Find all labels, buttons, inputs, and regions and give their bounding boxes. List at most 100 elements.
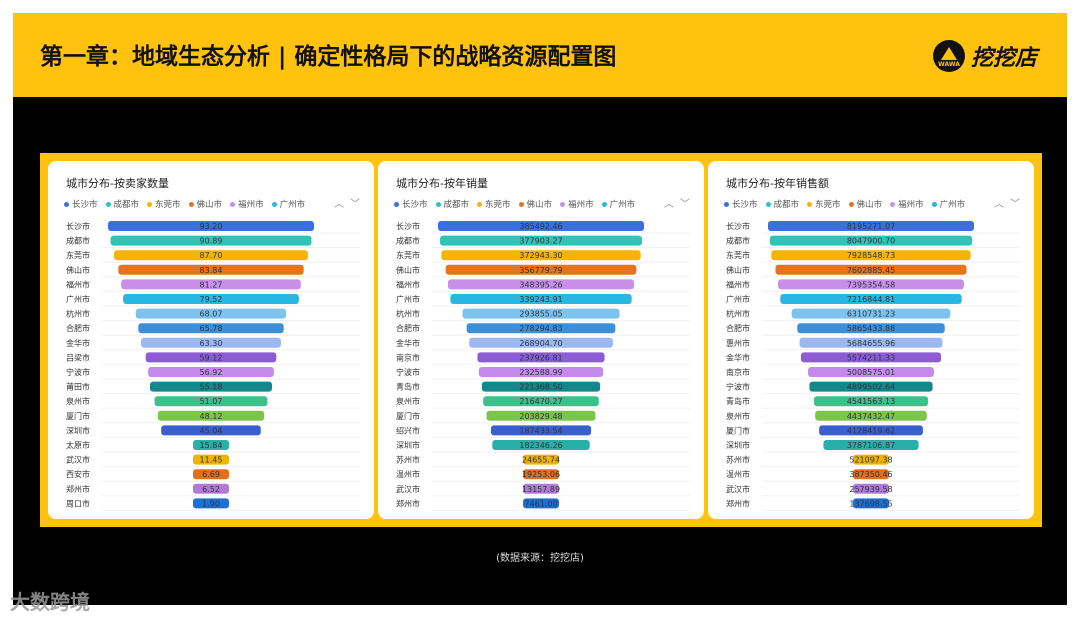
- legend-next-button[interactable]: ﹀: [1010, 199, 1020, 210]
- bar[interactable]: [438, 221, 644, 231]
- bar[interactable]: [193, 498, 229, 509]
- category-label: 金华市: [396, 338, 420, 348]
- bar[interactable]: [481, 381, 601, 392]
- legend-item[interactable]: 成都市: [105, 198, 139, 210]
- legend-item[interactable]: 佛山市: [188, 198, 222, 210]
- legend-nav: ︿ ﹀: [988, 195, 1020, 210]
- bar[interactable]: [150, 381, 272, 392]
- bar[interactable]: [477, 352, 605, 363]
- bar[interactable]: [808, 367, 934, 377]
- bar[interactable]: [523, 469, 559, 480]
- legend-next-button[interactable]: ﹀: [350, 199, 360, 210]
- legend-prev-button[interactable]: ︿: [334, 199, 344, 210]
- bar[interactable]: [193, 469, 229, 480]
- legend-item[interactable]: 东莞市: [477, 198, 511, 210]
- bar[interactable]: [110, 235, 312, 246]
- bar[interactable]: [108, 221, 314, 231]
- bar[interactable]: [769, 235, 973, 246]
- bar[interactable]: [466, 323, 616, 334]
- bar[interactable]: [135, 308, 287, 319]
- legend-next-button[interactable]: ﹀: [680, 199, 690, 210]
- legend-item[interactable]: 广州市: [931, 198, 965, 210]
- bar[interactable]: [800, 352, 942, 363]
- bar[interactable]: [809, 381, 933, 392]
- bar[interactable]: [440, 235, 642, 246]
- bar[interactable]: [815, 410, 927, 421]
- bar[interactable]: [154, 396, 268, 407]
- bar[interactable]: [853, 498, 889, 509]
- bar[interactable]: [148, 367, 274, 377]
- data-label: 521097.38: [849, 456, 892, 465]
- bar[interactable]: [813, 396, 929, 407]
- data-label: 7928548.73: [847, 251, 895, 260]
- bar[interactable]: [853, 483, 889, 494]
- legend-item[interactable]: 福州市: [890, 198, 924, 210]
- legend-item[interactable]: 成都市: [435, 198, 469, 210]
- legend-prev-button[interactable]: ︿: [664, 199, 674, 210]
- bar[interactable]: [523, 454, 559, 465]
- bar[interactable]: [853, 454, 889, 465]
- legend-item[interactable]: 长沙市: [64, 198, 98, 210]
- bar[interactable]: [193, 454, 229, 465]
- bar[interactable]: [445, 264, 637, 275]
- bar[interactable]: [157, 410, 265, 421]
- bar[interactable]: [118, 264, 304, 275]
- bar[interactable]: [441, 250, 641, 261]
- bar[interactable]: [819, 425, 923, 436]
- bar[interactable]: [193, 483, 229, 494]
- bar[interactable]: [141, 337, 281, 348]
- bar[interactable]: [478, 367, 604, 377]
- legend-item[interactable]: 佛山市: [848, 198, 882, 210]
- bar[interactable]: [778, 279, 964, 290]
- category-label: 周口市: [66, 498, 90, 508]
- page-title: 第一章：地域生态分析 | 确定性格局下的战略资源配置图: [40, 44, 617, 70]
- brand-mark-text: WAWA: [938, 61, 960, 68]
- legend-item[interactable]: 长沙市: [394, 198, 428, 210]
- legend-item[interactable]: 广州市: [271, 198, 305, 210]
- bar[interactable]: [823, 440, 919, 450]
- legend-item[interactable]: 广州市: [601, 198, 636, 210]
- category-label: 福州市: [396, 279, 420, 289]
- bar[interactable]: [447, 279, 635, 290]
- bar[interactable]: [469, 337, 613, 348]
- data-label: 24655.74: [522, 456, 560, 465]
- legend-prev-button[interactable]: ︿: [994, 199, 1004, 210]
- legend-item[interactable]: 长沙市: [724, 198, 758, 210]
- bar[interactable]: [523, 483, 559, 494]
- legend-item[interactable]: 福州市: [560, 198, 594, 210]
- legend-item[interactable]: 东莞市: [807, 198, 841, 210]
- bar[interactable]: [768, 221, 974, 231]
- bar[interactable]: [490, 425, 592, 436]
- chart-card-volume: 长沙市 385492.46 成都市 377903.27 东莞市 372943.30 佛山市 3…: [378, 161, 704, 519]
- bar[interactable]: [791, 308, 951, 319]
- bar[interactable]: [121, 279, 301, 290]
- bar[interactable]: [780, 294, 962, 304]
- bar[interactable]: [771, 250, 971, 261]
- bar[interactable]: [193, 440, 229, 450]
- bar[interactable]: [853, 469, 889, 480]
- bar[interactable]: [523, 498, 559, 509]
- bar[interactable]: [114, 250, 308, 261]
- bar[interactable]: [486, 410, 596, 421]
- bar[interactable]: [799, 337, 943, 348]
- legend-label: 广州市: [609, 200, 636, 210]
- bar[interactable]: [462, 308, 620, 319]
- bar[interactable]: [161, 425, 261, 436]
- bar[interactable]: [123, 294, 299, 304]
- chart-legend: 长沙市 成都市 东莞市 佛山市 福州市 广州市: [724, 198, 973, 210]
- bar[interactable]: [450, 294, 632, 304]
- bar[interactable]: [145, 352, 277, 363]
- bar[interactable]: [775, 264, 967, 275]
- bar[interactable]: [797, 323, 945, 334]
- legend-item[interactable]: 佛山市: [518, 198, 552, 210]
- legend-item[interactable]: 成都市: [765, 198, 799, 210]
- legend-item[interactable]: 福州市: [230, 198, 264, 210]
- bar[interactable]: [483, 396, 599, 407]
- bar[interactable]: [492, 440, 590, 450]
- bar[interactable]: [138, 323, 284, 334]
- category-label: 宁波市: [396, 367, 420, 377]
- legend-item[interactable]: 东莞市: [147, 198, 181, 210]
- legend-dot-icon: [560, 201, 566, 207]
- category-label: 厦门市: [66, 411, 90, 421]
- data-label: 3787106.87: [847, 441, 895, 450]
